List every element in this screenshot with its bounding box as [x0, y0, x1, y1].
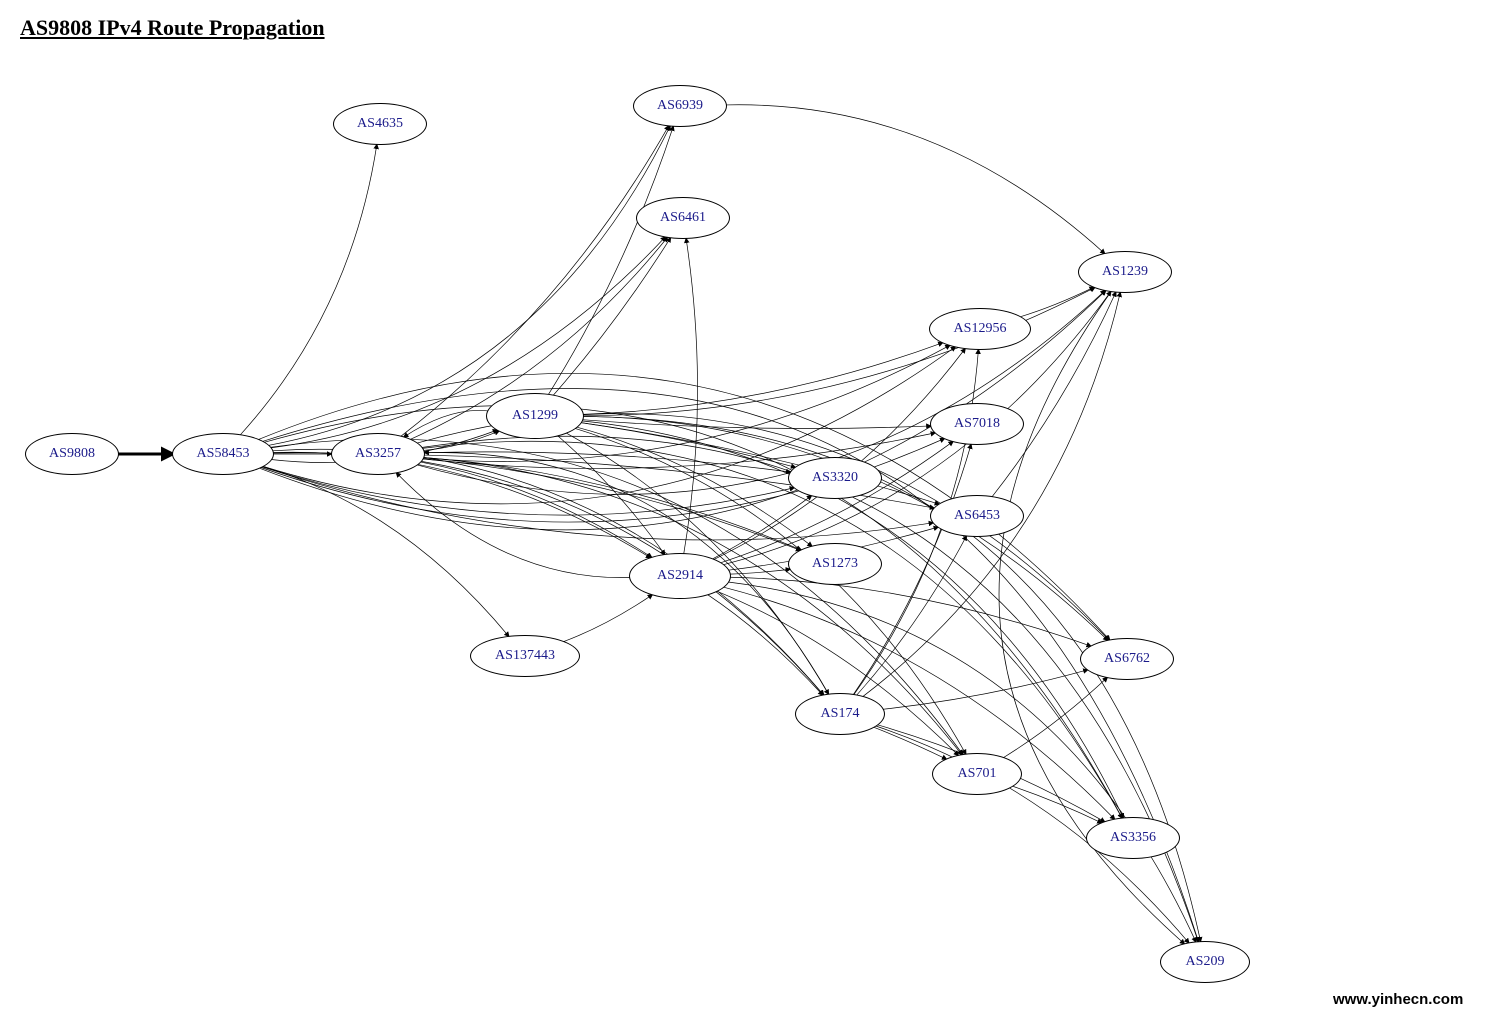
edge-AS58453-AS2914 [273, 452, 651, 558]
node-AS137443: AS137443 [470, 635, 580, 677]
edge-AS6939-AS1239 [726, 105, 1105, 254]
node-AS1273: AS1273 [788, 543, 882, 585]
edge-AS174-AS6762 [883, 670, 1088, 710]
edge-AS2914-AS6762 [730, 577, 1091, 646]
edge-AS58453-AS6939 [268, 126, 670, 446]
edge-AS58453-AS4635 [240, 144, 377, 435]
node-AS9808: AS9808 [25, 433, 119, 475]
node-AS1239: AS1239 [1078, 251, 1172, 293]
edge-AS3257-AS6939 [401, 125, 669, 436]
node-AS6762: AS6762 [1080, 638, 1174, 680]
edges-layer [15, 46, 1473, 996]
edge-AS58453-AS137443 [263, 466, 510, 637]
node-AS209: AS209 [1160, 941, 1250, 983]
node-AS6453: AS6453 [930, 495, 1024, 537]
edge-AS1299-AS6939 [548, 126, 673, 395]
edge-AS174-AS701 [873, 727, 947, 759]
graph-container: AS9808 AS58453 AS4635 AS3257 AS6939 AS6461 AS1… [15, 46, 1473, 996]
edge-AS3257-AS2914 [420, 462, 652, 558]
node-AS2914: AS2914 [629, 553, 731, 599]
node-AS6939: AS6939 [633, 85, 727, 127]
page-title: AS9808 IPv4 Route Propagation [20, 15, 1473, 41]
edge-AS1299-AS7018 [582, 420, 931, 429]
edge-AS12956-AS1239 [1020, 287, 1095, 317]
node-AS3320: AS3320 [788, 457, 882, 499]
edge-AS2914-AS6461 [684, 238, 698, 554]
edge-AS2914-AS3320 [712, 495, 812, 559]
edge-AS2914-AS174 [707, 594, 823, 695]
edge-AS1299-AS1239 [583, 287, 1095, 416]
node-AS6461: AS6461 [636, 197, 730, 239]
edge-AS58453-AS6461 [271, 237, 666, 448]
edge-AS1299-AS6453 [581, 423, 940, 505]
edge-AS137443-AS2914 [563, 594, 653, 641]
node-AS3356: AS3356 [1086, 817, 1180, 859]
node-AS58453: AS58453 [172, 433, 274, 475]
edge-AS1299-AS6461 [553, 237, 671, 395]
edge-AS701-AS3356 [1012, 786, 1102, 823]
node-AS3257: AS3257 [331, 433, 425, 475]
edge-AS3257-AS209 [422, 436, 1199, 942]
edge-AS2914-AS3257 [396, 472, 630, 577]
node-AS1299: AS1299 [486, 393, 584, 439]
node-AS701: AS701 [932, 753, 1022, 795]
node-AS174: AS174 [795, 693, 885, 735]
edge-AS701-AS6762 [1003, 677, 1108, 758]
node-AS12956: AS12956 [929, 308, 1031, 350]
node-AS4635: AS4635 [333, 103, 427, 145]
node-AS7018: AS7018 [930, 403, 1024, 445]
